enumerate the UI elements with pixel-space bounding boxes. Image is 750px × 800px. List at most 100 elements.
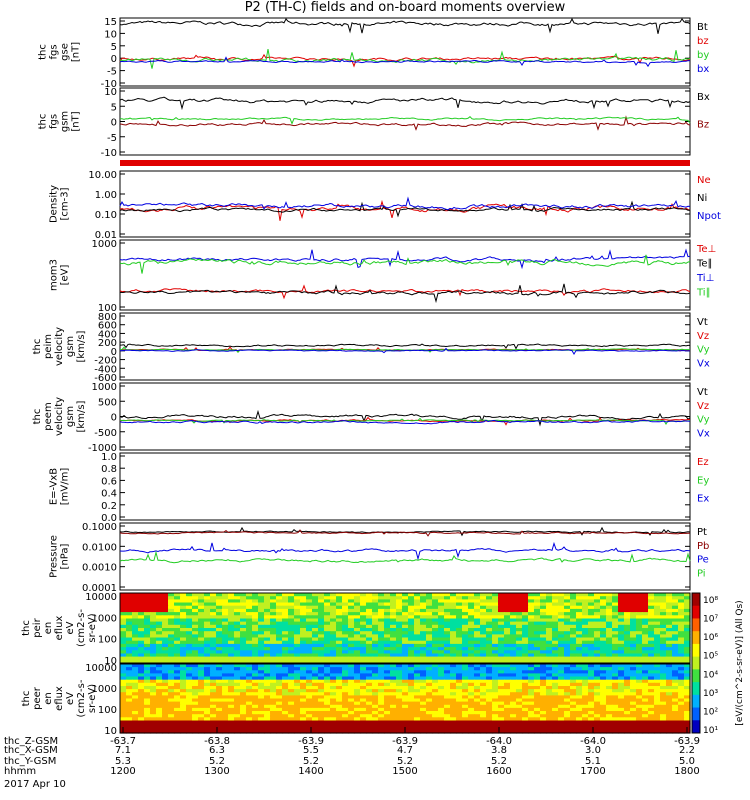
plot-title: P2 (TH-C) fields and on-board moments ov… — [244, 0, 566, 15]
peir-spectrogram-ytick-label-0: 10000 — [85, 592, 117, 603]
peim-velocity-ytick-label-6: -400 — [94, 364, 117, 375]
xaxis-value-0-4: 3.8 — [491, 745, 507, 756]
colorbar-cell — [692, 643, 700, 658]
xaxis-value-0-3: 4.7 — [397, 745, 413, 756]
fgs-mag-legend-bz: bz — [697, 36, 709, 47]
temperature-series-Te⊥-line — [119, 284, 691, 300]
xaxis-value-3-6: 1800 — [674, 766, 699, 777]
peem-velocity-series-Vt-line — [119, 409, 691, 427]
colorbar-cell — [692, 656, 700, 670]
peim-velocity-series-Vx-line — [119, 347, 691, 355]
e-field-ylabel-0: E=-VxB — [49, 468, 60, 505]
peer-spectrogram-ylabel-4: eV — [65, 692, 76, 705]
colorbar-cell — [692, 631, 700, 645]
colorbar-tick-6: 10² — [703, 707, 718, 717]
xaxis-date: 2017 Apr 10 — [4, 779, 66, 790]
temperature-legend-Te∥: Te∥ — [696, 259, 713, 270]
density-ytick-label-0: 10.00 — [88, 170, 117, 181]
density-legend-Ni: Ni — [697, 193, 707, 204]
peer-spectrogram-ylabel-6: sr-eV) — [87, 684, 98, 713]
peer-spectrogram-ylabel-5: (cm2-s- — [76, 679, 87, 717]
pressure-ytick-label-1: 0.0100 — [82, 542, 117, 553]
pressure-ytick-label-2: 0.0010 — [82, 563, 117, 574]
pressure-series-Pt-line — [119, 526, 691, 537]
peim-velocity-ylabel-0: thc — [32, 339, 43, 355]
colorbar-cell — [692, 669, 700, 683]
peir-spectrogram-ylabel-4: eV — [65, 621, 76, 634]
e-field-ylabel-1: [mV/m] — [60, 468, 71, 506]
fgs-mag-ytick-label-0: 15 — [104, 17, 117, 28]
density-ytick-label-2: 0.10 — [95, 210, 117, 221]
peem-velocity-legend-Vz: Vz — [697, 401, 709, 412]
fgs-mag-ylabel-2: gse — [60, 43, 71, 61]
peim-velocity-legend-Vz: Vz — [697, 331, 709, 342]
colorbar-label: [eV/(cm^2-s-sr-eV)] (All Qs) — [735, 600, 745, 725]
colorbar-tick-3: 10⁵ — [703, 652, 718, 662]
temperature-ylabel-1: [eV] — [60, 265, 71, 286]
peem-velocity-ytick-label-2: 0 — [111, 413, 117, 424]
fgs-mag-ylabel-0: thc — [38, 44, 49, 60]
peem-velocity-series-Vx-line — [119, 419, 691, 425]
xaxis-value-2-6: -63.9 — [674, 736, 700, 747]
temperature-ytick-label-1: 100 — [98, 303, 117, 314]
density-series-Ne-line — [119, 199, 691, 221]
fgs-mag-ytick-label-4: -5 — [107, 67, 117, 78]
fgs-mag-frame — [119, 17, 691, 87]
peem-velocity-ytick-label-4: -1000 — [88, 443, 117, 454]
pressure-ylabel-0: Pressure — [49, 535, 60, 578]
colorbar-cell — [692, 707, 700, 721]
density-frame — [119, 170, 691, 238]
red-status-bar — [120, 160, 690, 166]
fgs-gsm-ylabel-2: gsm — [60, 111, 71, 132]
colorbar-tick-0: 10⁸ — [703, 596, 718, 606]
fgs-mag-ylabel-3: [nT] — [71, 42, 82, 62]
density-series-Ni-line — [119, 200, 691, 218]
e-field-legend-Ez: Ez — [697, 457, 709, 468]
temperature-ylabel-0: mom3 — [49, 259, 60, 291]
density-ytick-label-1: 1.00 — [95, 190, 117, 201]
xaxis-value-3-0: 1200 — [110, 766, 135, 777]
colorbar-tick-7: 10¹ — [703, 726, 718, 736]
peer-spectrogram-ylabel-2: en — [43, 692, 54, 705]
xaxis-value-3-2: 1400 — [298, 766, 323, 777]
e-field-ytick-label-3: 0.4 — [101, 489, 117, 500]
xaxis-value-1-0: 5.3 — [115, 756, 131, 767]
fgs-mag-legend-bx: bx — [697, 64, 709, 75]
xaxis-value-2-3: -63.9 — [392, 736, 418, 747]
xaxis-value-2-5: -64.0 — [580, 736, 606, 747]
peim-velocity-legend-Vt: Vt — [697, 317, 708, 328]
pressure-legend-Pe: Pe — [697, 555, 709, 566]
colorbar-tick-2: 10⁶ — [703, 633, 718, 643]
pressure-frame — [119, 522, 691, 591]
fgs-gsm-legend-Bz: Bz — [697, 120, 709, 131]
xaxis-value-0-5: 3.0 — [585, 745, 601, 756]
peim-velocity-ytick-label-7: -600 — [94, 373, 117, 384]
xaxis-value-2-1: -63.8 — [204, 736, 230, 747]
fgs-gsm-frame — [119, 87, 691, 156]
xaxis-value-1-2: 5.2 — [303, 756, 319, 767]
peer-spectrogram-ylabel-3: eflux — [54, 686, 65, 711]
xaxis-value-3-4: 1600 — [486, 766, 511, 777]
pressure-legend-Pi: Pi — [697, 568, 706, 579]
density-series-Npot-line — [119, 196, 691, 211]
peir-spectrogram-ylabel-0: thc — [21, 620, 32, 636]
peem-velocity-ylabel-2: velocity — [54, 397, 65, 436]
peir-spectrogram-ylabel-5: (cm2-s- — [76, 609, 87, 647]
peer-spectrogram-ylabel-1: peer — [32, 686, 43, 710]
pressure-legend-Pb: Pb — [697, 541, 709, 552]
peim-velocity-legend-Vy: Vy — [697, 345, 710, 356]
peim-velocity-ytick-label-4: 0 — [111, 347, 117, 358]
e-field-ytick-label-4: 0.2 — [101, 501, 117, 512]
peem-velocity-ylabel-1: peem — [43, 402, 54, 430]
peir-spectrogram-ylabel-2: en — [43, 622, 54, 635]
temperature-series-Ti⊥-line — [119, 248, 691, 270]
e-field-ytick-label-2: 0.6 — [101, 476, 117, 487]
fgs-gsm-ylabel-0: thc — [38, 114, 49, 130]
fgs-gsm-legend-Bx: Bx — [697, 92, 710, 103]
xaxis-value-1-6: 5.0 — [679, 756, 695, 767]
e-field-ytick-label-0: 1.0 — [101, 452, 117, 463]
temperature-legend-Ti∥: Ti∥ — [696, 288, 711, 299]
fgs-mag-ylabel-1: fgs — [49, 44, 60, 59]
fgs-gsm-ytick-label-2: 0 — [111, 118, 117, 129]
